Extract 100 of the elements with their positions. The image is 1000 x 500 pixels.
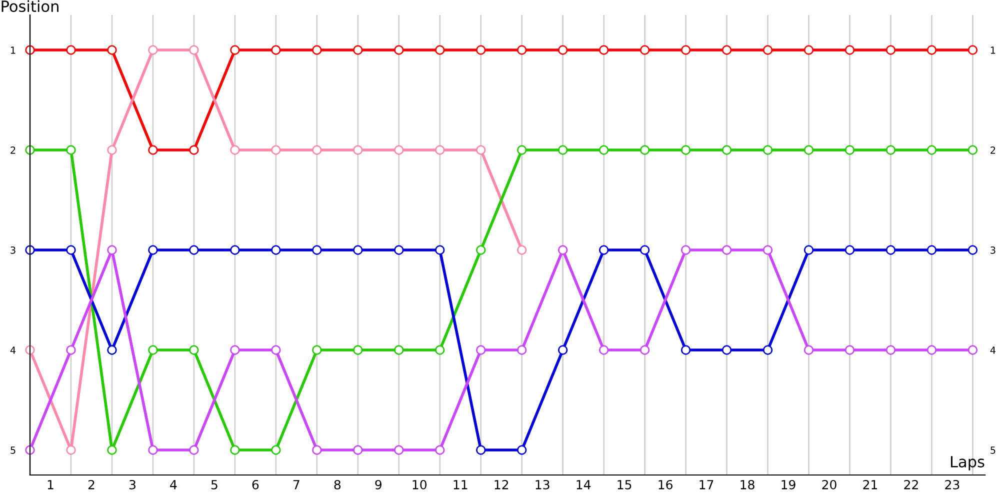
point xyxy=(189,145,199,155)
y-tick-label: 2 xyxy=(10,146,16,154)
point xyxy=(926,345,937,355)
point xyxy=(640,145,650,155)
point xyxy=(394,345,404,355)
point xyxy=(312,245,322,255)
x-tick-label: 3 xyxy=(129,480,136,490)
x-tick-label: 23 xyxy=(945,480,960,490)
point xyxy=(722,45,732,55)
x-tick-label: 22 xyxy=(904,480,918,490)
point xyxy=(66,45,76,55)
y2-tick-label: 1 xyxy=(990,46,996,54)
point xyxy=(230,345,240,355)
x-tick-label: 4 xyxy=(170,480,177,490)
x-tick-label: 9 xyxy=(375,480,382,490)
x-tick-label: 19 xyxy=(782,480,796,490)
point xyxy=(189,445,199,455)
x-tick-label: 8 xyxy=(334,480,341,490)
point xyxy=(189,245,199,255)
point xyxy=(312,145,322,155)
point xyxy=(926,45,937,55)
point xyxy=(312,345,322,355)
point xyxy=(271,445,281,455)
point xyxy=(722,145,732,155)
point xyxy=(558,245,568,255)
point xyxy=(435,345,445,355)
point xyxy=(189,345,199,355)
point xyxy=(926,145,937,155)
x-tick-label: 7 xyxy=(293,480,300,490)
y2-tick-label: 5 xyxy=(990,446,996,454)
point xyxy=(230,45,240,55)
point xyxy=(762,245,773,255)
point xyxy=(107,445,117,455)
x-tick-label: 20 xyxy=(822,480,836,490)
point xyxy=(271,45,281,55)
point xyxy=(968,145,978,155)
point xyxy=(926,245,937,255)
point xyxy=(189,45,199,55)
point xyxy=(844,245,855,255)
point xyxy=(598,345,609,355)
point xyxy=(516,45,527,55)
x-axis-title: Laps xyxy=(950,456,984,470)
point xyxy=(394,45,404,55)
y2-tick-label: 4 xyxy=(990,346,996,354)
point xyxy=(844,345,855,355)
point xyxy=(394,245,404,255)
point xyxy=(762,345,773,355)
point xyxy=(598,145,609,155)
point xyxy=(640,45,650,55)
x-tick-label: 11 xyxy=(454,480,468,490)
point xyxy=(804,145,814,155)
point xyxy=(435,245,445,255)
x-tick-label: 13 xyxy=(536,480,550,490)
point xyxy=(148,445,158,455)
point xyxy=(762,45,773,55)
point xyxy=(148,145,158,155)
point xyxy=(598,245,609,255)
point xyxy=(886,345,896,355)
point xyxy=(640,245,650,255)
point xyxy=(968,345,978,355)
x-tick-label: 5 xyxy=(211,480,218,490)
point xyxy=(516,145,527,155)
point xyxy=(230,145,240,155)
y-tick-label: 1 xyxy=(10,46,16,54)
point xyxy=(271,145,281,155)
point xyxy=(558,45,568,55)
point xyxy=(968,245,978,255)
point xyxy=(66,445,76,455)
point xyxy=(394,145,404,155)
point xyxy=(394,445,404,455)
point xyxy=(66,345,76,355)
point xyxy=(844,145,855,155)
x-tick-label: 15 xyxy=(618,480,632,490)
point xyxy=(804,45,814,55)
point xyxy=(312,45,322,55)
point xyxy=(271,245,281,255)
point xyxy=(680,345,691,355)
y-tick-label: 3 xyxy=(10,246,16,254)
point xyxy=(968,45,978,55)
point xyxy=(476,445,486,455)
point xyxy=(680,245,691,255)
x-tick-label: 17 xyxy=(700,480,714,490)
point xyxy=(722,245,732,255)
point xyxy=(230,245,240,255)
point xyxy=(886,145,896,155)
point xyxy=(271,345,281,355)
x-tick-label: 6 xyxy=(252,480,259,490)
point xyxy=(353,445,363,455)
point xyxy=(558,145,568,155)
point xyxy=(516,245,527,255)
point xyxy=(148,245,158,255)
point xyxy=(230,445,240,455)
point xyxy=(886,45,896,55)
point xyxy=(353,145,363,155)
y2-tick-label: 2 xyxy=(990,146,996,154)
point xyxy=(762,145,773,155)
point xyxy=(435,145,445,155)
point xyxy=(804,245,814,255)
point xyxy=(66,145,76,155)
x-tick-label: 16 xyxy=(658,480,672,490)
